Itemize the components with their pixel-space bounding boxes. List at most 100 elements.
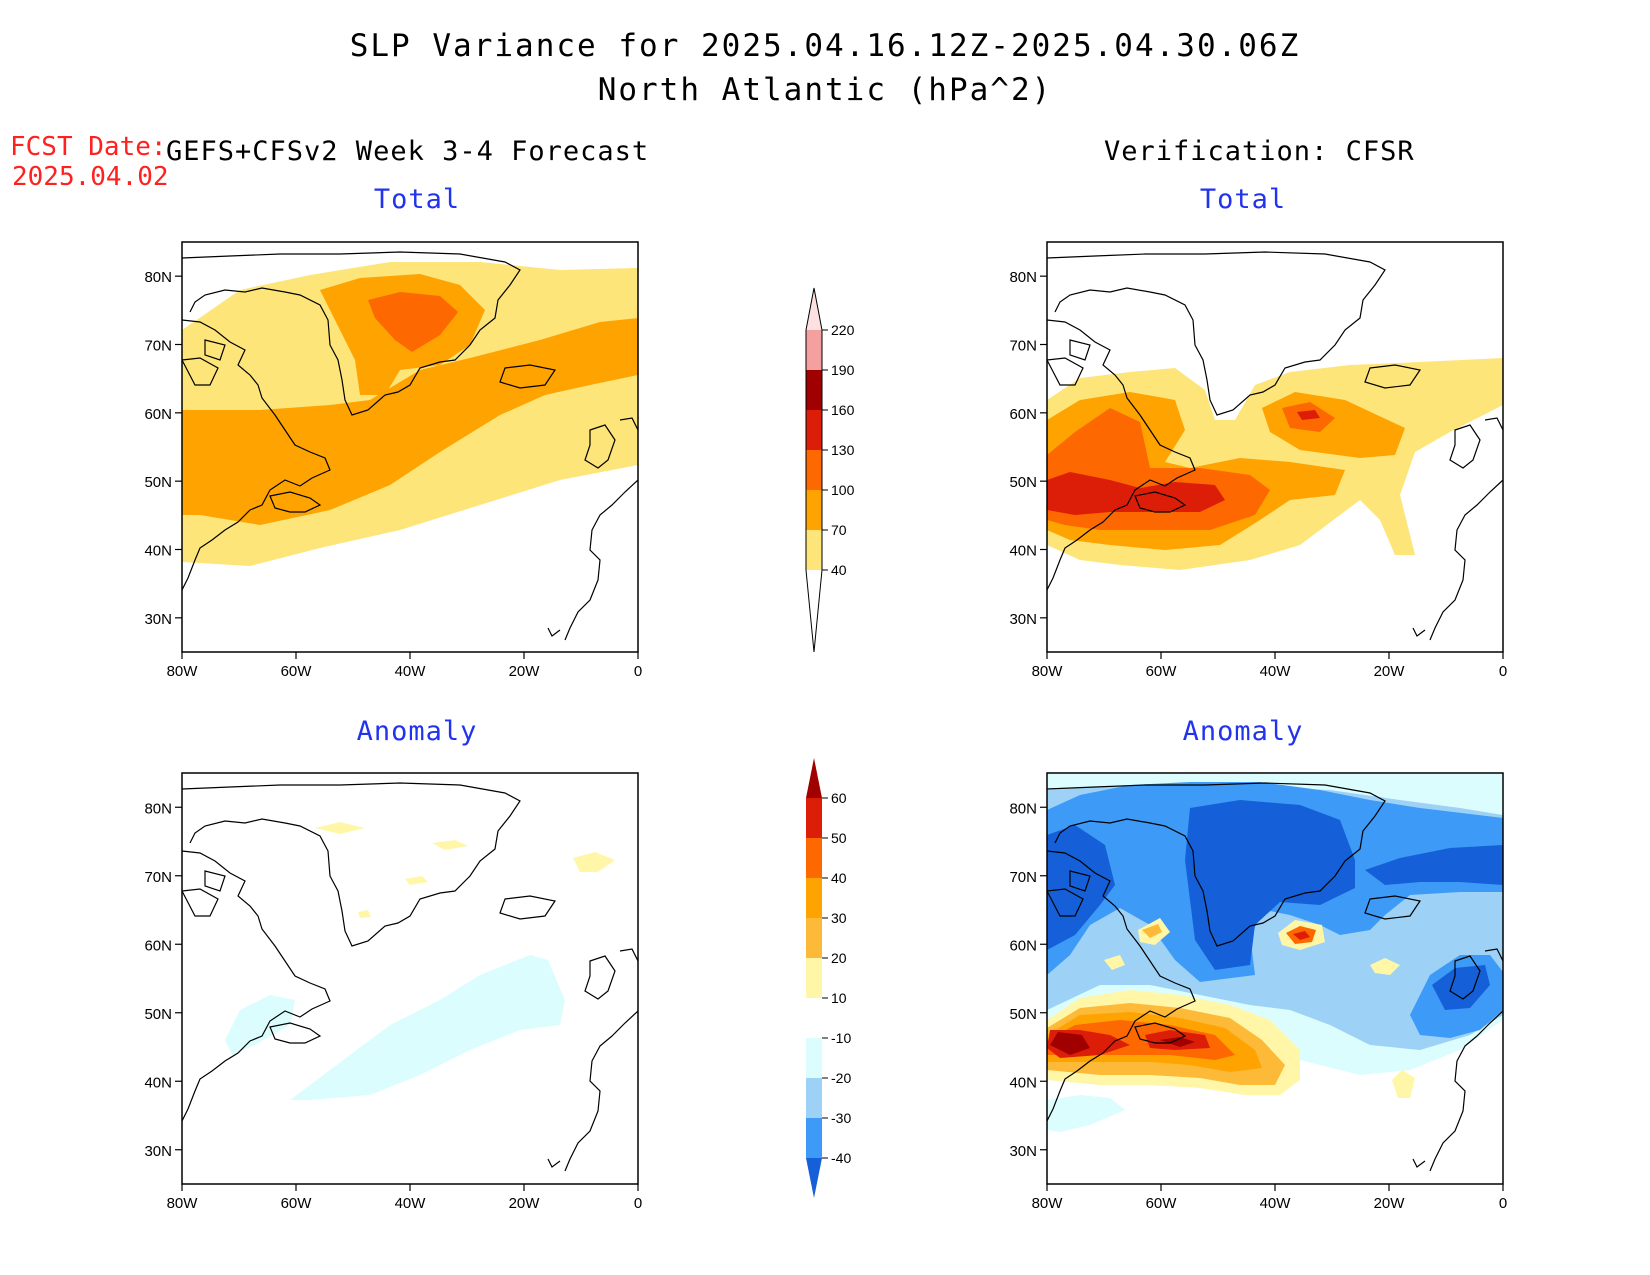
map-panel-verification-total [1047,242,1503,652]
lon-tick-label-forecast-total: 0 [634,663,642,680]
lat-tick-label-forecast-total: 50N [144,474,172,491]
lon-tick-label-forecast-anomaly: 0 [634,1195,642,1212]
colorbar-total-lower-triangle [805,569,823,653]
contour-130-160 [1047,472,1225,515]
colorbar-anomaly-box [806,838,822,878]
colorbar-anomaly-box [806,1038,822,1078]
lon-tick-label-forecast-anomaly: 40W [395,1195,427,1212]
panel-title-forecast-total: Total [373,184,461,215]
lon-tick-label-forecast-anomaly: 80W [167,1195,199,1212]
contour-below-neg40-main [1185,800,1355,970]
lat-tick-label-verification-total: 80N [1009,269,1037,286]
lat-tick-label-forecast-anomaly: 80N [144,800,172,817]
lon-tick-label-verification-total: 20W [1374,663,1406,680]
map-panel-forecast-anomaly [182,773,638,1184]
lat-tick-label-verification-anomaly: 80N [1009,800,1037,817]
lon-tick-label-verification-anomaly: 80W [1032,1195,1064,1212]
lon-tick-label-verification-anomaly: 40W [1260,1195,1292,1212]
colorbar-total-box [806,530,822,570]
contour-10-20-east [573,852,615,872]
contour-70-100-band [182,318,638,525]
forecast-column-title: GEFS+CFSv2 Week 3-4 Forecast [166,136,650,167]
lon-tick-label-forecast-total: 60W [281,663,313,680]
colorbar-total-box [806,450,822,490]
contour-above-60 [1050,1032,1090,1055]
lat-tick-label-forecast-anomaly: 60N [144,937,172,954]
lon-tick-label-forecast-anomaly: 20W [509,1195,541,1212]
colorbar-total-label: 70 [831,522,847,538]
colorbar-anomaly-label: 50 [831,830,847,846]
colorbar-anomaly-label: 20 [831,950,847,966]
colorbar-total-label: 190 [831,362,855,378]
map-panel-forecast-total [182,242,638,652]
colorbar-total-box [806,330,822,370]
lat-tick-label-verification-total: 30N [1009,611,1037,628]
lat-tick-label-forecast-total: 30N [144,611,172,628]
lat-tick-label-verification-anomaly: 40N [1009,1074,1037,1091]
lat-tick-label-forecast-total: 60N [144,406,172,423]
lat-tick-label-verification-total: 70N [1009,338,1037,355]
lon-tick-label-verification-total: 0 [1499,663,1507,680]
figure-title-line2: North Atlantic (hPa^2) [597,72,1053,108]
lat-tick-label-verification-anomaly: 50N [1009,1006,1037,1023]
lat-tick-label-forecast-total: 40N [144,543,172,560]
lon-tick-label-verification-total: 40W [1260,663,1292,680]
colorbar-anomaly-box [806,1078,822,1118]
lat-tick-label-verification-anomaly: 70N [1009,869,1037,886]
lon-tick-label-verification-anomaly: 60W [1146,1195,1178,1212]
colorbar-anomaly-upper-triangle [806,758,822,798]
panel-title-verification-total: Total [1199,184,1287,215]
colorbar-anomaly-label: -10 [831,1030,851,1046]
colorbar-anomaly-label: -40 [831,1150,851,1166]
colorbar-total-label: 130 [831,442,855,458]
lon-tick-label-forecast-total: 20W [509,663,541,680]
lon-tick-label-forecast-anomaly: 60W [281,1195,313,1212]
panel-title-verification-anomaly: Anomaly [1182,716,1304,747]
colorbar-anomaly-box [806,878,822,918]
colorbar-total-label: 160 [831,402,855,418]
colorbar-total-label: 40 [831,562,847,578]
lat-tick-label-forecast-anomaly: 50N [144,1006,172,1023]
lat-tick-label-forecast-anomaly: 40N [144,1074,172,1091]
colorbar-total-box [806,370,822,410]
colorbar-anomaly-label: -30 [831,1110,851,1126]
forecast-date-label: FCST Date: [10,132,167,162]
colorbar-anomaly-lower-triangle [806,1158,822,1198]
colorbar-total-upper-triangle [806,288,822,330]
colorbar-total-box [806,410,822,450]
contour-100-130 [368,292,458,352]
lat-tick-label-forecast-anomaly: 70N [144,869,172,886]
panel-title-forecast-anomaly: Anomaly [356,716,478,747]
colorbar-anomaly-label: 30 [831,910,847,926]
coastline-forecast-total [182,251,638,641]
colorbar-anomaly-box [806,918,822,958]
contour-neg10-neg20-west [225,995,295,1055]
lon-tick-label-verification-anomaly: 0 [1499,1195,1507,1212]
lat-tick-label-forecast-total: 80N [144,269,172,286]
colorbar-anomaly-label: 40 [831,870,847,886]
lat-tick-label-verification-anomaly: 60N [1009,937,1037,954]
lat-tick-label-verification-anomaly: 30N [1009,1143,1037,1160]
lat-tick-label-forecast-anomaly: 30N [144,1143,172,1160]
lat-tick-label-verification-total: 50N [1009,474,1037,491]
colorbar-anomaly-box [806,958,822,998]
colorbar-anomaly-box [806,798,822,838]
colorbar-anomaly-label: -20 [831,1070,851,1086]
lat-tick-label-verification-total: 60N [1009,406,1037,423]
colorbar-total-label: 100 [831,482,855,498]
lat-tick-label-forecast-total: 70N [144,338,172,355]
colorbar-anomaly-box [806,998,822,1038]
lon-tick-label-verification-total: 80W [1032,663,1064,680]
contour-10-20-north [315,822,365,834]
colorbar-anomaly-label: 10 [831,990,847,1006]
colorbar-total-label: 220 [831,322,855,338]
lon-tick-label-verification-total: 60W [1146,663,1178,680]
figure-title-line1: SLP Variance for 2025.04.16.12Z-2025.04.… [349,28,1301,64]
contour-below-neg40-east [1365,845,1503,885]
lon-tick-label-forecast-total: 40W [395,663,427,680]
map-panel-verification-anomaly [1047,773,1503,1184]
lon-tick-label-forecast-total: 80W [167,663,199,680]
forecast-date-value: 2025.04.02 [12,162,169,192]
colorbar-total-box [806,490,822,530]
